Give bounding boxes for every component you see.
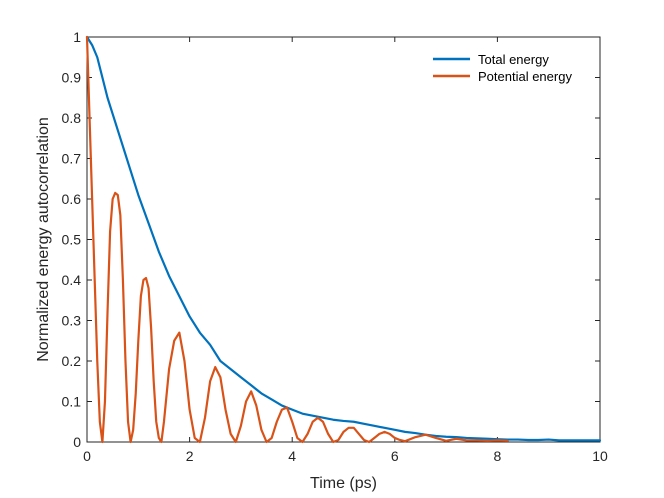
y-tick-label: 0.8 (62, 110, 82, 126)
legend: Total energy Potential energy (428, 45, 586, 87)
x-tick-label: 0 (83, 448, 91, 464)
x-axis-title: Time (ps) (310, 475, 377, 492)
series-line-total-energy (85, 35, 602, 442)
y-tick-label: 1 (73, 29, 81, 45)
y-axis-title: Normalized energy autocorrelation (35, 117, 52, 362)
y-tick-label: 0 (73, 434, 81, 450)
y-tick-label: 0.5 (62, 232, 82, 248)
x-tick-label: 8 (494, 448, 502, 464)
x-tick-label: 4 (288, 448, 296, 464)
y-tick-label: 0.6 (62, 191, 82, 207)
y-tick-label: 0.1 (62, 394, 82, 410)
legend-label-total-energy: Total energy (478, 52, 549, 67)
legend-box (428, 45, 586, 87)
y-axis-ticks: 0 0.1 0.2 0.3 0.4 0.5 0.6 0.7 0.8 0.9 1 (62, 29, 600, 450)
series-lines (85, 35, 602, 444)
plot-area (86, 36, 601, 443)
y-tick-label: 0.7 (62, 151, 82, 167)
y-tick-label: 0.3 (62, 313, 82, 329)
y-tick-label: 0.4 (62, 272, 82, 288)
x-axis-ticks: 0 2 4 6 8 10 (83, 37, 608, 464)
x-tick-label: 6 (391, 448, 399, 464)
x-tick-label: 10 (592, 448, 608, 464)
x-tick-label: 2 (186, 448, 194, 464)
y-tick-label: 0.9 (62, 70, 82, 86)
y-tick-label: 0.2 (62, 353, 82, 369)
legend-label-potential-energy: Potential energy (478, 69, 572, 84)
series-line-potential-energy (85, 35, 509, 444)
